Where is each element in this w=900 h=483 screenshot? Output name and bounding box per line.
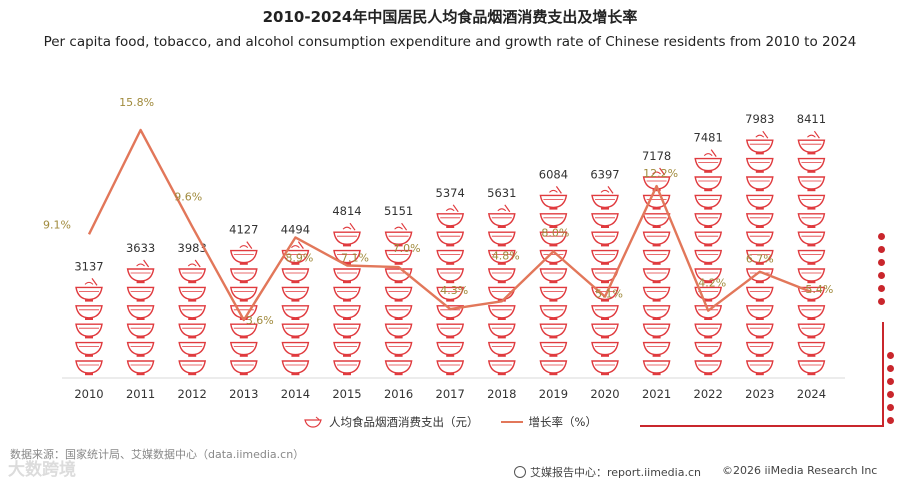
bar-2011 bbox=[126, 259, 155, 376]
decor-line-horizontal bbox=[640, 425, 884, 427]
bar-2020 bbox=[591, 186, 619, 376]
chart-title: 2010-2024年中国居民人均食品烟酒消费支出及增长率 bbox=[262, 8, 638, 26]
legend-item-expenditure[interactable]: 人均食品烟酒消费支出（元） bbox=[303, 414, 479, 430]
bar-value-label: 5374 bbox=[436, 186, 465, 200]
x-tick-label: 2023 bbox=[745, 387, 774, 401]
bar-value-label: 3137 bbox=[74, 259, 103, 273]
rate-label: 7.0% bbox=[393, 242, 421, 255]
footer-copyright: ©2026 iiMedia Research Inc bbox=[722, 464, 878, 477]
x-tick-label: 2019 bbox=[539, 387, 568, 401]
data-source: 数据来源：国家统计局、艾媒数据中心（data.iimedia.cn） bbox=[10, 448, 305, 461]
bar-value-label: 7481 bbox=[694, 131, 723, 145]
bar-value-label: 4494 bbox=[281, 223, 310, 237]
bar-2017 bbox=[436, 204, 465, 376]
x-tick-label: 2015 bbox=[332, 387, 361, 401]
rate-label: 9.1% bbox=[43, 218, 71, 231]
bar-value-label: 7178 bbox=[642, 149, 671, 163]
bar-2014 bbox=[281, 241, 310, 376]
bar-value-label: 3633 bbox=[126, 241, 155, 255]
footer-report-site-text: 艾媒报告中心：report.iimedia.cn bbox=[530, 466, 701, 479]
decor-dots-upper bbox=[878, 233, 886, 311]
x-tick-label: 2024 bbox=[797, 387, 826, 401]
rate-label: 12.2% bbox=[643, 167, 678, 180]
bar-2021 bbox=[642, 167, 671, 376]
rate-label: 3.6% bbox=[246, 314, 274, 327]
bar-2010 bbox=[75, 278, 103, 376]
x-tick-label: 2016 bbox=[384, 387, 413, 401]
rate-label: 5.4% bbox=[805, 283, 833, 296]
rate-label: 6.7% bbox=[746, 253, 774, 266]
chart-legend: 人均食品烟酒消费支出（元） 增长率（%） bbox=[0, 414, 900, 430]
bar-2018 bbox=[487, 204, 516, 376]
x-tick-label: 2014 bbox=[281, 387, 310, 401]
rate-label: 8.9% bbox=[285, 251, 313, 264]
bowl-icon bbox=[304, 416, 322, 428]
x-tick-label: 2012 bbox=[178, 387, 207, 401]
x-tick-label: 2011 bbox=[126, 387, 155, 401]
x-tick-label: 2022 bbox=[694, 387, 723, 401]
watermark: 大数跨境 bbox=[8, 460, 76, 480]
rate-label: 9.6% bbox=[174, 191, 202, 204]
rate-label: 4.8% bbox=[492, 249, 520, 262]
rate-label: 4.3% bbox=[440, 284, 468, 297]
rate-line bbox=[87, 128, 812, 322]
rate-label: 8.0% bbox=[541, 226, 569, 239]
line-swatch-icon bbox=[500, 421, 523, 423]
chart-subtitle: Per capita food, tobacco, and alcohol co… bbox=[43, 34, 857, 50]
rate-label: 7.1% bbox=[341, 251, 369, 264]
x-tick-label: 2010 bbox=[74, 387, 103, 401]
bar-value-label: 6397 bbox=[590, 167, 619, 181]
bar-value-label: 5151 bbox=[384, 204, 413, 218]
decor-line-vertical bbox=[882, 322, 884, 426]
bar-2013 bbox=[229, 241, 258, 376]
footer-report-site[interactable]: 艾媒报告中心：report.iimedia.cn bbox=[514, 464, 701, 480]
x-tick-label: 2017 bbox=[436, 387, 465, 401]
bar-value-label: 4814 bbox=[332, 204, 361, 218]
bar-2023 bbox=[745, 130, 774, 376]
iimedia-logo-icon bbox=[514, 466, 526, 478]
bar-value-label: 3983 bbox=[178, 241, 207, 255]
bar-2015 bbox=[333, 222, 361, 376]
x-tick-label: 2020 bbox=[590, 387, 619, 401]
bar-value-label: 6084 bbox=[539, 167, 568, 181]
bar-2016 bbox=[384, 222, 413, 376]
bar-value-label: 5631 bbox=[487, 186, 516, 200]
bar-2024 bbox=[797, 130, 826, 376]
bar-2022 bbox=[694, 149, 723, 376]
x-tick-label: 2018 bbox=[487, 387, 516, 401]
legend-item-rate[interactable]: 增长率（%） bbox=[500, 414, 597, 430]
bar-2019 bbox=[539, 186, 568, 376]
rate-label: 4.2% bbox=[698, 277, 726, 290]
rate-label: 15.8% bbox=[119, 96, 154, 109]
bar-2012 bbox=[178, 259, 207, 376]
x-tick-label: 2021 bbox=[642, 387, 671, 401]
legend-label-expenditure: 人均食品烟酒消费支出（元） bbox=[329, 415, 479, 429]
x-tick-label: 2013 bbox=[229, 387, 258, 401]
bar-value-label: 8411 bbox=[797, 112, 826, 126]
bar-value-label: 7983 bbox=[745, 112, 774, 126]
rate-label: 5.1% bbox=[595, 288, 623, 301]
decor-dots-lower bbox=[887, 352, 895, 430]
bar-value-label: 4127 bbox=[229, 223, 258, 237]
legend-label-rate: 增长率（%） bbox=[528, 415, 597, 429]
